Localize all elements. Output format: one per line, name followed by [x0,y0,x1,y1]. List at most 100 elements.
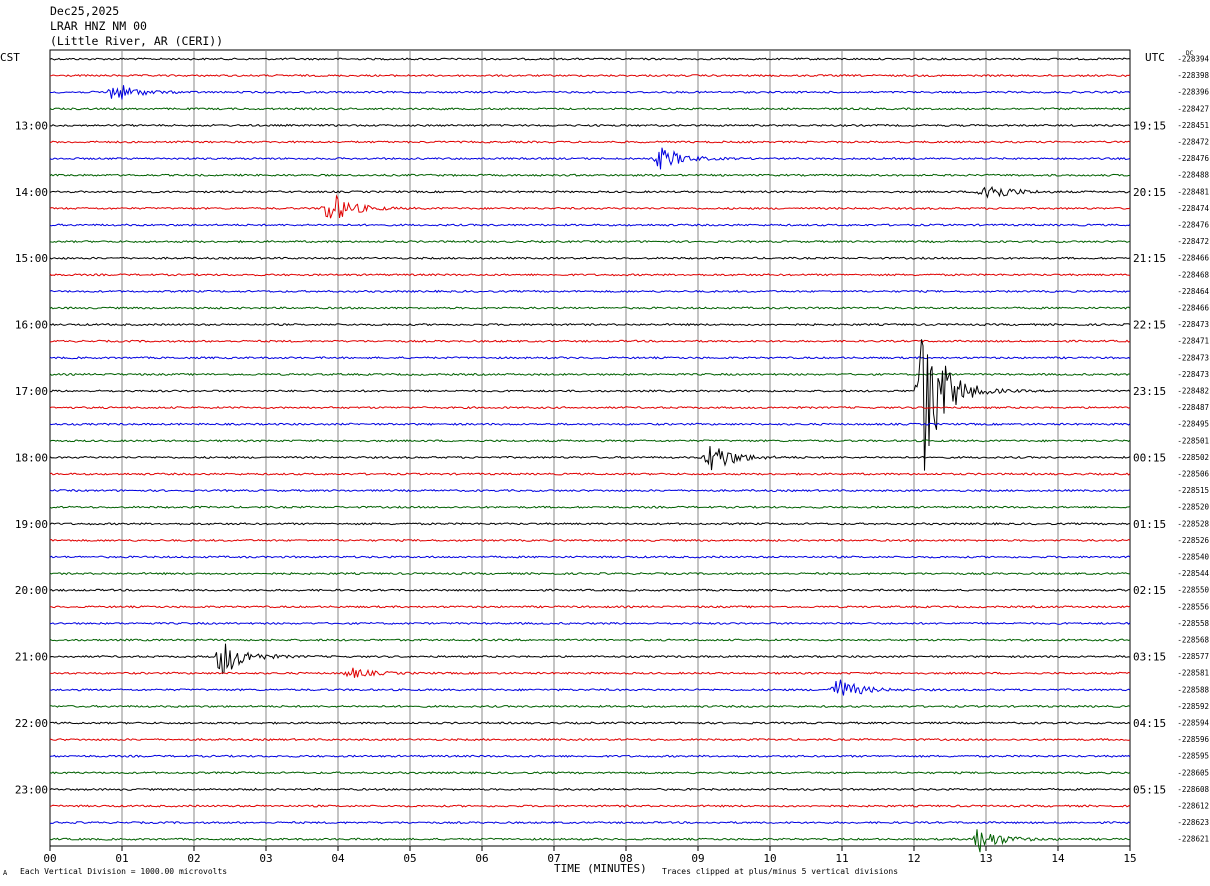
seismic-trace [49,107,1131,111]
trace-offset-label: -228623 [1177,818,1209,827]
date-label: Dec25,2025 [50,4,120,18]
trace-offset-label: -228501 [1177,436,1209,445]
seismic-trace [49,538,1131,542]
seismic-trace [49,621,1131,625]
utc-hour-label: 20:15 [1133,186,1166,199]
trace-offset-label: -228515 [1177,486,1209,495]
utc-hour-label: 05:15 [1133,783,1166,796]
seismic-trace [49,804,1131,808]
seismic-trace [49,256,1131,260]
trace-offset-label: -228544 [1177,569,1209,578]
x-tick-label: 11 [835,852,848,865]
x-tick-label: 03 [259,852,272,865]
cst-hour-label: 18:00 [15,451,48,464]
trace-offset-label: -228592 [1177,702,1209,711]
x-tick-label: 06 [475,852,488,865]
trace-offset-label: -228608 [1177,785,1209,794]
trace-offset-label: -228568 [1177,636,1209,645]
scale-note: Each Vertical Division = 1000.00 microvo… [20,867,228,876]
seismic-trace [49,771,1131,775]
trace-offset-label: -228468 [1177,270,1209,279]
cst-hour-label: 19:00 [15,518,48,531]
x-tick-label: 01 [115,852,128,865]
x-tick-label: 12 [907,852,920,865]
x-tick-label: 05 [403,852,416,865]
seismic-trace [50,605,1131,609]
seismic-trace [49,406,1131,410]
trace-offset-label: -228577 [1177,652,1209,661]
trace-offset-label: -228605 [1177,768,1209,777]
trace-offset-label: -228596 [1177,735,1209,744]
seismic-trace [49,422,1131,426]
trace-offset-label: -228451 [1177,121,1209,130]
seismic-trace [49,439,1131,443]
seismic-trace [49,339,1131,343]
seismic-trace [49,356,1131,360]
clip-note: Traces clipped at plus/minus 5 vertical … [662,867,899,876]
trace-offset-label: -228550 [1177,586,1209,595]
seismic-trace [49,173,1131,177]
trace-offset-label: -228487 [1177,403,1209,412]
trace-offset-label: -228540 [1177,553,1209,562]
x-tick-label: 10 [763,852,776,865]
utc-hour-label: 00:15 [1133,451,1166,464]
cst-hour-label: 23:00 [15,783,48,796]
seismic-trace [49,754,1131,758]
trace-offset-label: -228427 [1177,104,1209,113]
trace-offset-label: -228472 [1177,237,1209,246]
seismic-trace [49,446,1131,471]
trace-offset-label: -228520 [1177,503,1209,512]
seismic-trace [49,194,1131,219]
seismic-trace [49,186,1131,199]
trace-offset-label: -228556 [1177,602,1209,611]
trace-offset-label: -228558 [1177,619,1209,628]
x-tick-label: 09 [691,852,704,865]
seismic-trace [49,289,1131,294]
trace-offset-label: -228396 [1177,88,1209,97]
seismic-trace [49,820,1131,825]
utc-hour-label: 02:15 [1133,584,1166,597]
x-tick-label: 04 [331,852,345,865]
right-axis-label: UTC [1145,51,1165,64]
trace-offset-label: -228473 [1177,353,1209,362]
trace-offset-label: -228495 [1177,420,1209,429]
trace-offset-label: -228595 [1177,752,1209,761]
seismic-trace [49,123,1131,127]
seismic-trace [50,85,1131,100]
trace-offset-label: -228471 [1177,337,1209,346]
seismic-trace [49,488,1131,493]
seismic-trace [49,679,1131,696]
seismic-trace [49,787,1131,791]
cst-hour-label: 14:00 [15,186,48,199]
seismic-trace [49,322,1131,327]
trace-offset-label: -228394 [1177,55,1209,64]
trace-offset-label: -228466 [1177,254,1209,263]
seismic-trace [49,273,1131,277]
trace-offset-label: -228581 [1177,669,1209,678]
x-tick-label: 00 [43,852,56,865]
x-tick-label: 07 [547,852,560,865]
utc-hour-label: 03:15 [1133,651,1166,664]
trace-offset-label: -228464 [1177,287,1209,296]
utc-hour-label: 21:15 [1133,252,1166,265]
x-tick-label: 13 [979,852,992,865]
seismic-trace [49,667,1131,678]
x-tick-label: 14 [1051,852,1065,865]
trace-offset-label: -228588 [1177,685,1209,694]
trace-offset-label: -228506 [1177,470,1209,479]
cst-hour-label: 15:00 [15,252,48,265]
cst-hour-label: 20:00 [15,584,48,597]
seismic-trace [49,638,1131,642]
seismic-trace [49,472,1131,476]
corner-label: DC [1186,50,1194,57]
seismic-trace [49,555,1131,559]
seismic-trace [49,829,1131,853]
seismic-trace [49,522,1131,526]
x-tick-label: 15 [1123,852,1136,865]
footer-mark: A [3,869,8,877]
seismic-trace [49,505,1131,509]
trace-offset-label: -228621 [1177,835,1209,844]
left-axis-label: CST [0,51,20,64]
trace-offset-label: -228526 [1177,536,1209,545]
